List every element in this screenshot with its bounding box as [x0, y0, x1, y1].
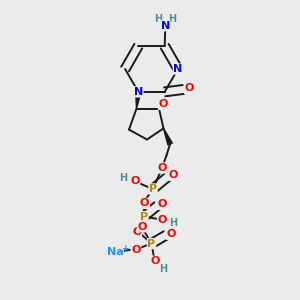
Text: Na: Na [106, 247, 123, 257]
Text: +: + [122, 244, 130, 253]
Polygon shape [136, 92, 141, 109]
Text: H: H [168, 14, 177, 23]
Polygon shape [164, 128, 172, 145]
Text: O: O [168, 170, 178, 180]
Text: O: O [151, 256, 160, 266]
Text: O: O [158, 99, 168, 110]
Text: O: O [157, 163, 166, 173]
Text: P: P [140, 212, 148, 222]
Text: O: O [167, 229, 176, 239]
Text: H: H [154, 14, 162, 23]
Text: P: P [149, 184, 157, 194]
Text: O: O [137, 222, 147, 232]
Text: O: O [158, 215, 167, 225]
Text: O: O [130, 176, 140, 187]
Text: N: N [173, 64, 182, 74]
Text: O: O [140, 198, 149, 208]
Text: N: N [161, 21, 170, 31]
Text: H: H [159, 263, 167, 274]
Text: P: P [147, 238, 156, 249]
Text: H: H [119, 172, 127, 183]
Text: N: N [134, 87, 143, 97]
Text: H: H [169, 218, 178, 228]
Text: O: O [184, 83, 194, 93]
Text: O: O [131, 244, 141, 255]
Text: O: O [132, 227, 142, 237]
Text: O: O [158, 199, 167, 209]
